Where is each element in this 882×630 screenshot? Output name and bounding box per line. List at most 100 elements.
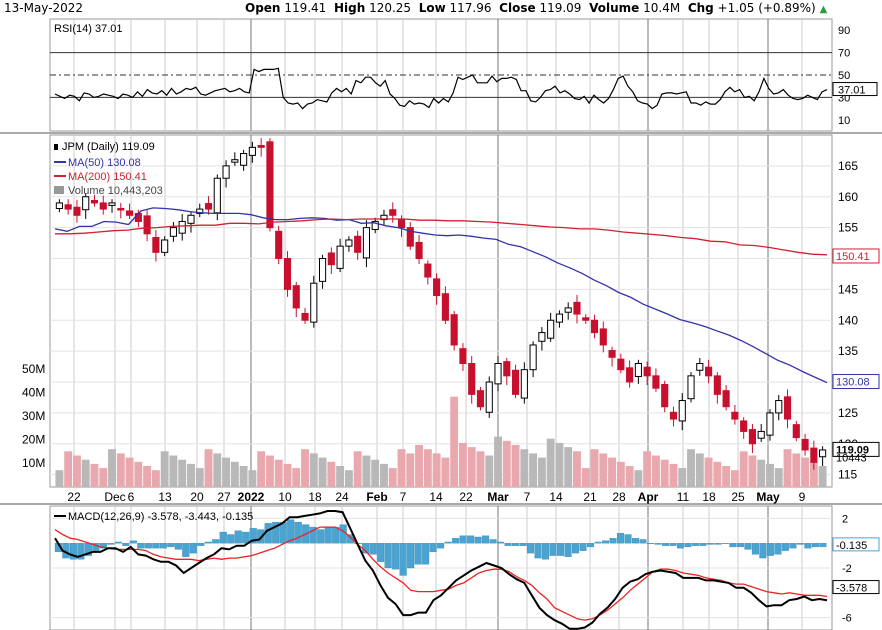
macd-histogram-bar: [572, 543, 580, 554]
volume-bar: [573, 451, 581, 487]
volume-bar: [309, 453, 318, 487]
close-last-value-box: [832, 441, 880, 457]
volume-bar: [555, 442, 564, 487]
volume-bar: [327, 461, 336, 487]
candle-body: [617, 358, 625, 371]
macd-histogram-bar: [774, 543, 782, 555]
macd-histogram-bar: [159, 543, 167, 549]
x-tick-label: 2022: [238, 490, 265, 504]
rsi-tick-label: 70: [838, 48, 850, 60]
volume-bar: [257, 451, 266, 487]
candle-body: [652, 375, 660, 389]
macd-histogram-bar: [294, 521, 302, 544]
date-label: 13-May-2022: [4, 1, 84, 15]
volume-bar: [380, 463, 388, 487]
volume-bar: [467, 447, 476, 487]
histogram-last-box: [832, 537, 880, 552]
macd-histogram-bar: [204, 541, 212, 544]
candle-body: [371, 220, 379, 230]
ohlc-summary: Open 119.41 High 120.25 Low 117.96 Close…: [245, 1, 827, 15]
candle-body: [634, 362, 642, 377]
candle-body: [73, 206, 81, 216]
volume-bar: [318, 457, 327, 487]
volume-bar: [590, 449, 599, 487]
candle-body: [187, 214, 195, 224]
macd-histogram-bar: [601, 540, 610, 544]
macd-histogram-bar: [167, 543, 175, 548]
macd-histogram-bar: [317, 529, 325, 544]
volume-bar: [695, 453, 704, 487]
price-tick-label: 115: [838, 468, 857, 482]
price-caption: JPM (Daily) 119.09: [62, 141, 155, 153]
volume-bar: [344, 470, 353, 487]
candle-body: [108, 202, 116, 206]
candle-body: [450, 314, 458, 346]
macd-histogram-bar: [212, 539, 220, 544]
macd-histogram-bar: [684, 543, 692, 548]
candle-body: [196, 208, 204, 214]
volume-tick-label: 40M: [22, 386, 45, 400]
candle-body: [757, 430, 765, 439]
volume-bar: [116, 453, 125, 487]
rsi-line: [54, 67, 828, 110]
macd-histogram-bar: [474, 536, 482, 544]
x-tick-label: 25: [731, 490, 745, 504]
price-tick-label: 155: [838, 221, 858, 235]
volume-bar: [230, 461, 239, 487]
candle-body: [336, 245, 344, 269]
volume-tick-label: 10M: [22, 456, 45, 470]
macd-histogram-bar: [332, 526, 340, 544]
candle-body: [503, 361, 511, 377]
candle-body: [766, 412, 774, 436]
rsi-tick-label: 90: [838, 25, 850, 37]
volume-bar: [783, 449, 792, 487]
volume-bar: [739, 451, 748, 487]
candle-body: [494, 362, 502, 385]
macd-histogram-bar: [534, 543, 542, 559]
candle-body: [485, 381, 493, 413]
macd-line: [54, 510, 828, 630]
ma200-last-value: 150.41: [836, 251, 870, 263]
volume-bar: [99, 468, 108, 487]
candle-body: [564, 307, 572, 313]
macd-tick-label: 2: [842, 513, 848, 525]
macd-histogram-bar: [542, 543, 550, 560]
macd-histogram-bar: [736, 543, 744, 548]
candle-body: [389, 209, 397, 216]
close-value: 119.09: [539, 1, 582, 15]
rsi-tick-label: 10: [838, 115, 850, 127]
candle-body: [318, 258, 327, 282]
volume-bar: [415, 445, 424, 487]
candle-body: [406, 227, 414, 247]
candle-body: [213, 177, 221, 214]
volume-bar: [169, 455, 178, 487]
x-tick-label: 11: [677, 490, 690, 504]
x-tick-label: Apr: [638, 490, 659, 504]
candle-body: [608, 350, 616, 358]
high-value: 120.25: [369, 1, 412, 15]
macd-histogram-bar: [257, 529, 265, 544]
macd-histogram-bar: [819, 543, 827, 548]
candle-body: [283, 258, 292, 290]
macd-histogram-bar: [114, 541, 122, 544]
x-tick-label: 13: [158, 490, 172, 504]
candle-body: [257, 144, 265, 148]
x-tick-label: Feb: [366, 490, 387, 504]
candle-body: [722, 390, 730, 408]
volume-bar: [643, 451, 652, 487]
macd-histogram-bar: [661, 543, 670, 546]
volume-bar: [546, 438, 555, 487]
candle-body: [669, 411, 678, 420]
candle-body: [696, 362, 704, 371]
macd-histogram-bar: [504, 543, 512, 546]
macd-histogram-bar: [309, 526, 317, 544]
macd-histogram-bar: [631, 538, 640, 544]
candle-body: [55, 202, 63, 209]
x-tick-label: 28: [612, 490, 626, 504]
ma200-last-value-box: [832, 248, 880, 264]
volume-bar: [774, 468, 783, 487]
x-tick-label: 10: [278, 490, 292, 504]
volume-bar: [134, 461, 143, 487]
volume-bar: [520, 449, 529, 487]
candle-body: [538, 332, 546, 342]
